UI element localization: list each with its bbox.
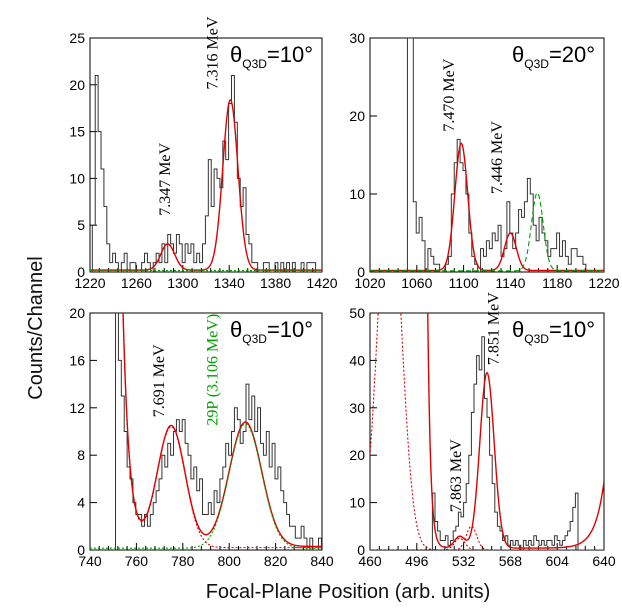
y-tick-label: 5 — [77, 217, 85, 233]
x-tick-label: 1220 — [74, 275, 105, 291]
y-tick-label: 30 — [349, 400, 365, 416]
peak-annotation: 7.691 MeV — [151, 344, 168, 417]
curve-component — [370, 313, 604, 550]
y-tick-label: 20 — [69, 305, 85, 321]
x-tick-label: 640 — [592, 553, 616, 569]
angle-label: θQ3D=10° — [512, 317, 595, 346]
y-tick-label: 0 — [357, 264, 365, 280]
curve-component — [370, 192, 604, 272]
y-tick-label: 10 — [349, 495, 365, 511]
y-tick-label: 30 — [349, 30, 365, 46]
x-tick-label: 604 — [546, 553, 570, 569]
curve-component — [370, 537, 604, 550]
y-tick-label: 20 — [69, 77, 85, 93]
angle-label: θQ3D=10° — [230, 317, 313, 346]
x-axis-title: Focal-Plane Position (arb. units) — [206, 581, 491, 603]
chart-panel-1: 1220 1260 1300 1340 1380 1420 0 5 10 15 20 25 7.347 … — [69, 16, 337, 291]
y-tick-label: 10 — [69, 170, 85, 186]
curve-fit — [90, 99, 322, 271]
plot-frame — [369, 37, 605, 273]
peak-annotation: 7.863 MeV — [448, 439, 465, 512]
x-tick-label: 460 — [358, 553, 382, 569]
y-tick-label: 8 — [77, 447, 85, 463]
plot-frame — [89, 37, 323, 273]
histogram-series — [406, 38, 604, 272]
x-tick-label: 1140 — [495, 275, 525, 291]
x-tick-label: 1060 — [401, 275, 432, 291]
y-tick-label: 10 — [349, 186, 365, 202]
x-tick-label: 1380 — [260, 275, 291, 291]
x-tick-label: 800 — [218, 553, 242, 569]
x-tick-label: 1220 — [588, 275, 619, 291]
curve-component — [122, 313, 322, 549]
peak-annotation: 7.446 MeV — [489, 121, 506, 194]
y-tick-label: 0 — [77, 264, 85, 280]
y-tick-label: 4 — [77, 495, 85, 511]
curve-fit — [370, 142, 604, 272]
peak-annotation: 7.347 MeV — [157, 142, 174, 215]
angle-label: θQ3D=10° — [230, 42, 313, 71]
x-tick-label: 532 — [452, 553, 476, 569]
x-tick-label: 740 — [78, 553, 102, 569]
x-tick-label: 760 — [125, 553, 149, 569]
plot-frame — [89, 312, 323, 551]
histogram-series — [115, 313, 322, 550]
chart-panel-3: 740 760 780 800 820 840 0 4 8 12 16 20 7.691 MeV 29P … — [69, 305, 334, 569]
curve-fit — [427, 313, 604, 549]
x-tick-label: 568 — [499, 553, 523, 569]
curve-component — [370, 525, 604, 550]
x-tick-label: 1300 — [167, 275, 198, 291]
x-tick-label: 1260 — [121, 275, 152, 291]
y-tick-label: 16 — [69, 352, 85, 368]
x-tick-label: 1420 — [306, 275, 337, 291]
peak-annotation: 7.851 MeV — [486, 292, 503, 365]
peak-annotation: 7.470 MeV — [441, 58, 458, 131]
y-tick-label: 0 — [77, 542, 85, 558]
y-tick-label: 15 — [69, 124, 85, 140]
peak-annotation: 7.316 MeV — [205, 16, 222, 89]
histogram-series — [431, 336, 579, 550]
x-tick-label: 840 — [310, 553, 334, 569]
x-tick-label: 820 — [264, 553, 288, 569]
x-tick-label: 1100 — [449, 275, 479, 291]
x-tick-label: 780 — [171, 553, 195, 569]
y-tick-label: 25 — [69, 30, 85, 46]
y-tick-label: 40 — [349, 352, 365, 368]
x-tick-label: 1020 — [354, 275, 385, 291]
x-tick-label: 496 — [405, 553, 429, 569]
y-tick-label: 20 — [349, 108, 365, 124]
chart-panel-4: 460 496 532 568 604 640 0 10 20 30 40 50 7.863 MeV 7.… — [349, 292, 616, 569]
y-axis-title: Counts/Channel — [25, 256, 47, 399]
histogram-series — [91, 74, 322, 272]
x-tick-label: 1340 — [214, 275, 245, 291]
x-tick-label: 1180 — [542, 275, 572, 291]
y-tick-label: 12 — [69, 400, 85, 416]
curve-component — [90, 423, 322, 549]
y-tick-label: 20 — [349, 447, 365, 463]
angle-label: θQ3D=20° — [512, 42, 595, 71]
peak-annotation: 29P (3.106 MeV) — [205, 314, 222, 426]
y-tick-label: 50 — [349, 305, 365, 321]
y-tick-label: 0 — [357, 542, 365, 558]
chart-panel-2: 1020 1060 1100 1140 1180 1220 30 20 10 0 7.470 MeV… — [349, 30, 619, 291]
